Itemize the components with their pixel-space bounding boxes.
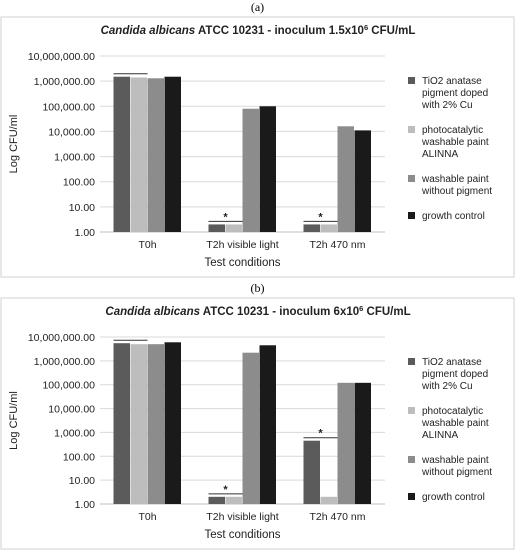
legend-swatch-3	[408, 175, 415, 182]
significance-star: *	[223, 211, 228, 223]
legend-swatch-1	[408, 77, 415, 84]
y-tick-label: 100,000.00	[42, 380, 95, 392]
legend-entry-3: washable paint without pigment	[421, 455, 492, 478]
y-tick-label: 10,000.00	[48, 126, 95, 138]
y-axis-label: Log CFU/ml	[8, 391, 20, 450]
legend-entry-1: TiO2 anatase pigment doped with 2% Cu	[421, 76, 488, 111]
legend-entry-3: washable paint without pigment	[421, 174, 492, 197]
bar-3	[147, 78, 164, 232]
legend-entry-1: TiO2 anatase pigment doped with 2% Cu	[421, 357, 488, 392]
y-tick-label: 10.00	[69, 475, 95, 487]
y-tick-label: 1,000,000.00	[34, 356, 95, 368]
chart-title-strain: ATCC 10231 - inoculum 6x10	[200, 306, 359, 318]
chart-title-strain: ATCC 10231 - inoculum 1.5x10	[195, 25, 364, 37]
x-tick-label: T2h visible light	[206, 239, 278, 251]
y-tick-label: 1.00	[75, 499, 96, 511]
y-tick-label: 100,000.00	[42, 101, 95, 113]
chart-b: Candida albicans ATCC 10231 - inoculum 6…	[0, 297, 515, 550]
bar-2	[225, 496, 242, 504]
y-tick-label: 10,000,000.00	[28, 51, 95, 63]
x-tick-label: T0h	[138, 239, 156, 251]
y-tick-label: 1,000.00	[54, 152, 95, 164]
y-axis-label: Log CFU/ml	[8, 115, 20, 174]
y-tick-label: 1.00	[75, 227, 96, 239]
bar-4	[164, 76, 181, 232]
bar-2	[130, 77, 147, 232]
bar-1	[208, 224, 225, 232]
legend-entry-4: growth control	[422, 211, 485, 222]
chart-a: Candida albicans ATCC 10231 - inoculum 1…	[0, 16, 515, 278]
y-tick-label: 1,000,000.00	[34, 76, 95, 88]
bar-2	[320, 224, 337, 232]
bar-4	[259, 106, 276, 232]
y-tick-label: 1,000.00	[54, 427, 95, 439]
bar-1	[208, 496, 225, 504]
x-axis-label: Test conditions	[204, 257, 280, 269]
chart-title-species: Candida albicans	[101, 25, 196, 37]
chart-title-unit: CFU/mL	[363, 306, 410, 318]
bar-1	[113, 343, 130, 504]
y-tick-label: 100.00	[63, 451, 95, 463]
significance-star: *	[318, 211, 323, 223]
x-tick-label: T2h visible light	[206, 511, 278, 523]
bar-3	[337, 126, 354, 232]
bar-3	[242, 108, 259, 232]
legend-swatch-3	[408, 456, 415, 463]
bar-2	[320, 496, 337, 504]
bar-4	[354, 130, 371, 232]
legend-swatch-4	[408, 493, 415, 500]
bar-1	[113, 76, 130, 232]
bar-1	[303, 224, 320, 232]
bar-4	[259, 345, 276, 504]
bar-3	[337, 382, 354, 504]
legend-entry-2: photocatalytic washable paint ALINNA	[421, 125, 489, 160]
chart-title-species: Candida albicans	[105, 306, 200, 318]
chart-title-exponent: 6	[359, 304, 363, 313]
significance-star: *	[318, 428, 323, 440]
chart-title: Candida albicans ATCC 10231 - inoculum 1…	[101, 23, 416, 38]
y-tick-label: 10,000,000.00	[28, 332, 95, 344]
bar-4	[164, 342, 181, 504]
bar-4	[354, 382, 371, 504]
chart-title: Candida albicans ATCC 10231 - inoculum 6…	[105, 304, 410, 319]
bar-2	[130, 344, 147, 504]
chart-title-unit: CFU/mL	[368, 25, 415, 37]
legend-swatch-4	[408, 212, 415, 219]
x-tick-label: T2h 470 nm	[309, 511, 365, 523]
bar-3	[242, 352, 259, 504]
chart-title-exponent: 6	[364, 23, 368, 32]
legend-swatch-2	[408, 126, 415, 133]
y-tick-label: 10.00	[69, 202, 95, 214]
panel-label-a: (a)	[250, 0, 265, 14]
legend-swatch-1	[408, 358, 415, 365]
x-tick-label: T2h 470 nm	[309, 239, 365, 251]
x-tick-label: T0h	[138, 511, 156, 523]
x-axis-label: Test conditions	[204, 529, 280, 541]
y-tick-label: 10,000.00	[48, 404, 95, 416]
bar-3	[147, 344, 164, 504]
y-tick-label: 100.00	[63, 177, 95, 189]
panel-label-b: (b)	[250, 281, 265, 295]
legend-swatch-2	[408, 407, 415, 414]
legend-entry-2: photocatalytic washable paint ALINNA	[421, 406, 489, 441]
legend-entry-4: growth control	[422, 492, 485, 503]
significance-star: *	[223, 484, 228, 496]
bar-1	[303, 440, 320, 504]
bar-2	[225, 224, 242, 232]
